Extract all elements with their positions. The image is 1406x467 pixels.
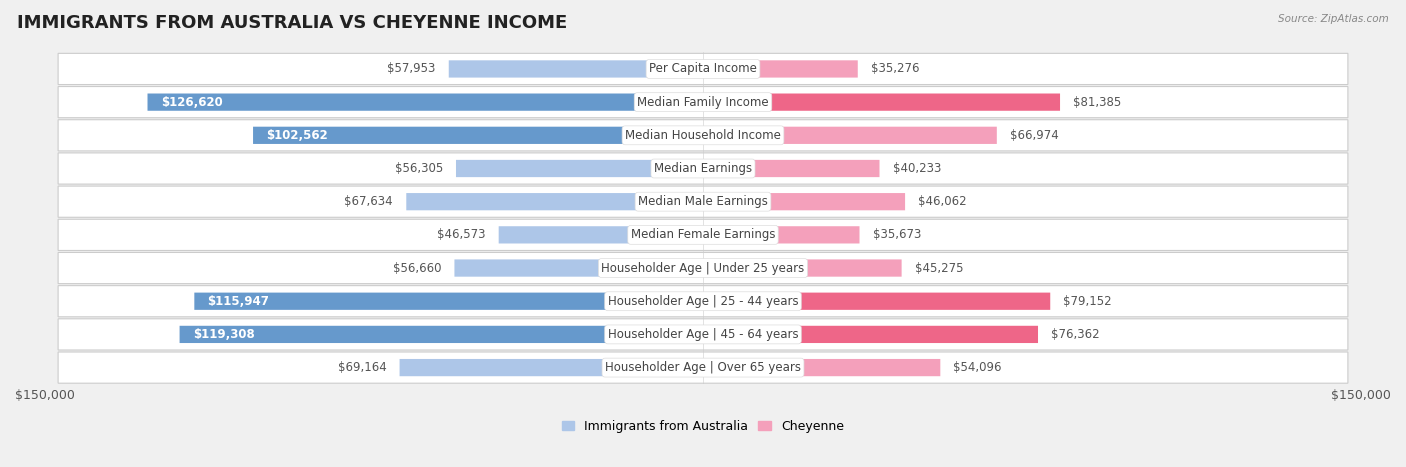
FancyBboxPatch shape — [194, 293, 703, 310]
Text: Median Male Earnings: Median Male Earnings — [638, 195, 768, 208]
FancyBboxPatch shape — [703, 226, 859, 243]
Text: $35,673: $35,673 — [873, 228, 921, 241]
Text: $46,062: $46,062 — [918, 195, 967, 208]
Text: $56,660: $56,660 — [392, 262, 441, 275]
Text: $35,276: $35,276 — [870, 63, 920, 76]
FancyBboxPatch shape — [58, 86, 1348, 118]
Text: $115,947: $115,947 — [208, 295, 270, 308]
FancyBboxPatch shape — [703, 60, 858, 78]
Text: $79,152: $79,152 — [1063, 295, 1112, 308]
Text: Source: ZipAtlas.com: Source: ZipAtlas.com — [1278, 14, 1389, 24]
Text: $76,362: $76,362 — [1052, 328, 1099, 341]
FancyBboxPatch shape — [58, 253, 1348, 283]
FancyBboxPatch shape — [703, 193, 905, 210]
FancyBboxPatch shape — [703, 127, 997, 144]
FancyBboxPatch shape — [703, 359, 941, 376]
FancyBboxPatch shape — [58, 186, 1348, 217]
FancyBboxPatch shape — [703, 293, 1050, 310]
FancyBboxPatch shape — [58, 219, 1348, 250]
Text: $40,233: $40,233 — [893, 162, 941, 175]
Text: $119,308: $119,308 — [193, 328, 254, 341]
FancyBboxPatch shape — [58, 319, 1348, 350]
Text: Householder Age | Over 65 years: Householder Age | Over 65 years — [605, 361, 801, 374]
Text: $45,275: $45,275 — [915, 262, 963, 275]
FancyBboxPatch shape — [406, 193, 703, 210]
Text: $126,620: $126,620 — [160, 96, 222, 109]
Text: Median Family Income: Median Family Income — [637, 96, 769, 109]
Text: Median Female Earnings: Median Female Earnings — [631, 228, 775, 241]
Text: Householder Age | 45 - 64 years: Householder Age | 45 - 64 years — [607, 328, 799, 341]
FancyBboxPatch shape — [253, 127, 703, 144]
Text: $57,953: $57,953 — [387, 63, 436, 76]
FancyBboxPatch shape — [399, 359, 703, 376]
FancyBboxPatch shape — [703, 160, 880, 177]
Text: $67,634: $67,634 — [344, 195, 394, 208]
Text: Median Household Income: Median Household Income — [626, 129, 780, 142]
FancyBboxPatch shape — [58, 352, 1348, 383]
Text: Householder Age | 25 - 44 years: Householder Age | 25 - 44 years — [607, 295, 799, 308]
FancyBboxPatch shape — [148, 93, 703, 111]
FancyBboxPatch shape — [449, 60, 703, 78]
FancyBboxPatch shape — [58, 153, 1348, 184]
Text: IMMIGRANTS FROM AUSTRALIA VS CHEYENNE INCOME: IMMIGRANTS FROM AUSTRALIA VS CHEYENNE IN… — [17, 14, 567, 32]
FancyBboxPatch shape — [58, 120, 1348, 151]
FancyBboxPatch shape — [58, 53, 1348, 85]
FancyBboxPatch shape — [456, 160, 703, 177]
FancyBboxPatch shape — [703, 259, 901, 276]
Text: $54,096: $54,096 — [953, 361, 1002, 374]
Text: Median Earnings: Median Earnings — [654, 162, 752, 175]
FancyBboxPatch shape — [180, 326, 703, 343]
Text: $56,305: $56,305 — [395, 162, 443, 175]
Text: $66,974: $66,974 — [1010, 129, 1059, 142]
FancyBboxPatch shape — [703, 93, 1060, 111]
FancyBboxPatch shape — [454, 259, 703, 276]
Text: $46,573: $46,573 — [437, 228, 485, 241]
Text: $69,164: $69,164 — [337, 361, 387, 374]
FancyBboxPatch shape — [703, 326, 1038, 343]
Text: $102,562: $102,562 — [266, 129, 328, 142]
FancyBboxPatch shape — [499, 226, 703, 243]
Text: $81,385: $81,385 — [1073, 96, 1122, 109]
Text: Per Capita Income: Per Capita Income — [650, 63, 756, 76]
Legend: Immigrants from Australia, Cheyenne: Immigrants from Australia, Cheyenne — [557, 415, 849, 438]
Text: Householder Age | Under 25 years: Householder Age | Under 25 years — [602, 262, 804, 275]
FancyBboxPatch shape — [58, 286, 1348, 317]
